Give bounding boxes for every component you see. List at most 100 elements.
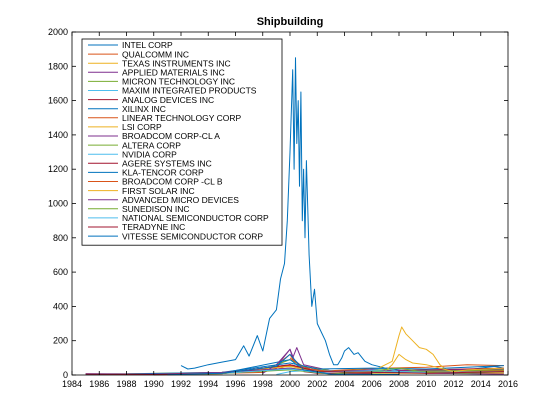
- x-tick-label: 1998: [253, 379, 273, 389]
- x-axis: 1984 1986 1988 1990 1992 1994 1996 1998 2000 2002…: [62, 32, 518, 389]
- y-tick: 1200: [48, 164, 508, 174]
- legend-entry: ANALOG DEVICES INC: [88, 95, 214, 105]
- x-tick: 2016: [498, 32, 518, 389]
- x-tick-label: 1988: [116, 379, 136, 389]
- y-tick: 0: [63, 370, 508, 380]
- legend-entry: QUALCOMM INC: [88, 49, 189, 59]
- y-tick: 800: [53, 233, 508, 243]
- legend-label: ALTERA CORP: [122, 140, 181, 150]
- x-tick-label: 2000: [280, 379, 300, 389]
- y-tick: 2000: [48, 27, 508, 37]
- y-tick-label: 1200: [48, 164, 68, 174]
- x-tick-label: 2002: [307, 379, 327, 389]
- x-tick-label: 1990: [144, 379, 164, 389]
- legend-label: INTEL CORP: [122, 40, 173, 50]
- legend-entry: KLA-TENCOR CORP: [88, 168, 204, 178]
- x-tick-label: 2006: [362, 379, 382, 389]
- y-tick-label: 200: [53, 336, 68, 346]
- x-tick-label: 1992: [171, 379, 191, 389]
- x-tick: 1988: [116, 32, 137, 389]
- x-tick: 1986: [89, 32, 109, 389]
- legend-label: VITESSE SEMICONDUCTOR CORP: [122, 231, 263, 241]
- x-tick-label: 1996: [225, 379, 245, 389]
- x-tick: 1990: [144, 32, 164, 389]
- legend-entry: NVIDIA CORP: [88, 149, 177, 159]
- legend-label: QUALCOMM INC: [122, 49, 189, 59]
- y-tick: 1600: [48, 96, 508, 106]
- x-tick: 2012: [443, 32, 464, 389]
- legend-entry: INTEL CORP: [88, 40, 173, 50]
- x-tick: 1996: [225, 32, 246, 389]
- legend-entry: AGERE SYSTEMS INC: [88, 159, 212, 169]
- legend-label: NVIDIA CORP: [122, 149, 177, 159]
- x-tick: 1992: [171, 32, 191, 389]
- legend-entry: ALTERA CORP: [88, 140, 181, 150]
- legend-box: [81, 38, 283, 246]
- legend-label: AGERE SYSTEMS INC: [122, 159, 212, 169]
- x-tick: 1984: [62, 32, 82, 389]
- y-tick-label: 600: [53, 267, 68, 277]
- legend-label: ANALOG DEVICES INC: [122, 95, 214, 105]
- legend-entry: LINEAR TECHNOLOGY CORP: [88, 113, 242, 123]
- series-line-20: [85, 364, 504, 375]
- legend-label: MAXIM INTEGRATED PRODUCTS: [122, 86, 257, 96]
- y-tick-label: 2000: [48, 27, 68, 37]
- series-line-16: [382, 353, 504, 374]
- legend-entry: BROADCOM CORP -CL B: [88, 177, 223, 187]
- x-tick: 2006: [362, 32, 382, 389]
- x-tick: 1998: [253, 32, 273, 389]
- legend-label: XILINX INC: [122, 104, 166, 114]
- y-tick: 600: [53, 267, 508, 277]
- y-tick: 1400: [48, 130, 508, 140]
- series-line-21: [167, 353, 400, 376]
- x-tick: 2010: [416, 32, 436, 389]
- legend-entry: BROADCOM CORP-CL A: [88, 131, 220, 141]
- legend-entry: TEXAS INSTRUMENTS INC: [88, 58, 231, 68]
- x-tick-label: 2016: [498, 379, 518, 389]
- legend-entry: XILINX INC: [88, 104, 166, 114]
- legend-entry: TERADYNE INC: [88, 222, 185, 232]
- y-tick-label: 400: [53, 301, 68, 311]
- legend-label: KLA-TENCOR CORP: [122, 168, 204, 178]
- legend-label: SUNEDISON INC: [122, 204, 190, 214]
- y-tick: 1800: [48, 61, 508, 71]
- x-tick-label: 1994: [198, 379, 218, 389]
- y-tick-label: 1600: [48, 96, 68, 106]
- x-tick: 2002: [307, 32, 327, 389]
- x-tick: 2000: [280, 32, 300, 389]
- y-axis: 0 200 400 600 800 1000 1200 1400 1600 1800 2000: [48, 27, 508, 380]
- legend-entry: MAXIM INTEGRATED PRODUCTS: [88, 86, 257, 96]
- legend-entry: MICRON TECHNOLOGY INC: [88, 77, 235, 87]
- legend-label: MICRON TECHNOLOGY INC: [122, 77, 235, 87]
- legend-entry: SUNEDISON INC: [88, 204, 190, 214]
- legend-entry: VITESSE SEMICONDUCTOR CORP: [88, 231, 263, 241]
- x-tick: 2014: [471, 32, 491, 389]
- legend-entry: APPLIED MATERIALS INC: [88, 68, 225, 78]
- x-tick-label: 1984: [62, 379, 82, 389]
- legend-entry: FIRST SOLAR INC: [88, 186, 195, 196]
- legend-label: ADVANCED MICRO DEVICES: [122, 195, 239, 205]
- chart-title: Shipbuilding: [257, 16, 324, 28]
- legend-label: TEXAS INSTRUMENTS INC: [122, 58, 231, 68]
- x-tick-label: 2012: [443, 379, 463, 389]
- legend-entry: NATIONAL SEMICONDUCTOR CORP: [88, 213, 269, 223]
- x-tick: 2008: [389, 32, 409, 389]
- y-tick-label: 0: [63, 370, 68, 380]
- x-tick-label: 2004: [334, 379, 354, 389]
- x-tick-label: 1986: [89, 379, 109, 389]
- y-tick: 1000: [48, 199, 508, 209]
- y-tick-label: 1400: [48, 130, 68, 140]
- legend-label: LSI CORP: [122, 122, 162, 132]
- legend-label: BROADCOM CORP-CL A: [122, 131, 220, 141]
- legend-label: APPLIED MATERIALS INC: [122, 68, 225, 78]
- legend-label: LINEAR TECHNOLOGY CORP: [122, 113, 242, 123]
- x-tick-label: 2008: [389, 379, 409, 389]
- y-tick-label: 1000: [48, 199, 68, 209]
- x-tick-label: 2010: [416, 379, 436, 389]
- legend-label: BROADCOM CORP -CL B: [122, 177, 223, 187]
- x-tick: 2004: [334, 32, 355, 389]
- series-line-18: [221, 367, 504, 375]
- legend-label: TERADYNE INC: [122, 222, 185, 232]
